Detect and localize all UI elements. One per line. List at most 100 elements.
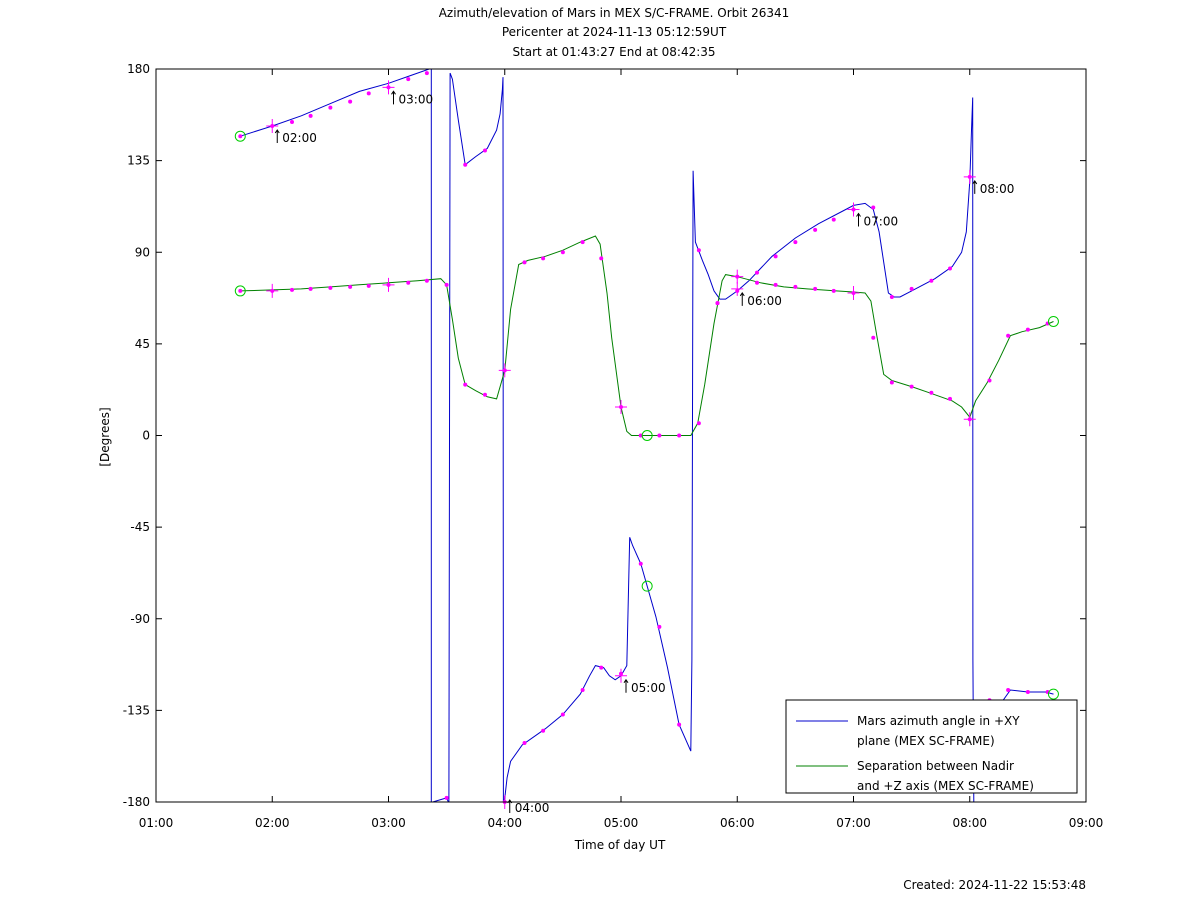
hour-mark	[498, 363, 511, 378]
sample-point	[522, 740, 527, 745]
sample-point	[463, 382, 468, 387]
x-tick-label: 05:00	[604, 816, 639, 830]
hour-annotation-label: 04:00	[515, 801, 550, 815]
chart-title: Azimuth/elevation of Mars in MEX S/C-FRA…	[439, 6, 790, 59]
endpoint-circle	[641, 580, 653, 592]
sample-point	[308, 286, 313, 291]
plot-area: 02:00 03:00 04:00 05:00 06:00 07:00 08:00	[234, 69, 1059, 815]
hour-annotation-label: 08:00	[980, 182, 1015, 196]
sample-point	[773, 254, 778, 259]
x-tick-label: 01:00	[139, 816, 174, 830]
sample-point	[366, 283, 371, 288]
sample-point	[1006, 333, 1011, 338]
sample-point	[308, 113, 313, 118]
sample-point	[947, 266, 952, 271]
sample-point	[238, 288, 243, 293]
hour-annotation-label: 03:00	[399, 92, 434, 106]
sample-point	[657, 624, 662, 629]
legend-label-1: Mars azimuth angle in +XY	[857, 714, 1020, 728]
hour-mark	[963, 412, 976, 427]
sample-point	[424, 278, 429, 283]
sample-point	[909, 286, 914, 291]
legend-label-2: and +Z axis (MEX SC-FRAME)	[857, 779, 1034, 793]
sample-point	[793, 240, 798, 245]
sample-point	[580, 240, 585, 245]
hour-mark	[847, 202, 860, 217]
endpoint-circle	[234, 130, 246, 142]
sample-point	[889, 380, 894, 385]
sample-point	[909, 384, 914, 389]
x-tick-label: 02:00	[255, 816, 290, 830]
hour-annotation-label: 05:00	[631, 681, 666, 695]
sample-point	[328, 285, 333, 290]
sample-point	[599, 256, 604, 261]
sample-point	[793, 284, 798, 289]
sample-point	[290, 287, 295, 292]
chart-title-line-3: Start at 01:43:27 End at 08:42:35	[512, 45, 715, 59]
y-tick-label: 45	[135, 337, 150, 351]
hour-annotation-arrow	[972, 180, 978, 194]
x-tick-label: 09:00	[1069, 816, 1104, 830]
y-tick-label: -45	[130, 520, 150, 534]
hour-annotation-label: 07:00	[864, 214, 899, 228]
series-line-2	[240, 235, 1054, 436]
sample-point	[657, 433, 662, 438]
hour-mark	[615, 668, 627, 683]
sample-point	[696, 421, 701, 426]
legend-label-1: plane (MEX SC-FRAME)	[857, 734, 995, 748]
sample-point	[406, 77, 411, 82]
sample-point	[1006, 688, 1011, 693]
hour-mark	[847, 285, 860, 300]
hour-mark	[266, 119, 279, 134]
x-tick-label: 08:00	[952, 816, 987, 830]
sample-point	[541, 728, 546, 733]
sample-point	[522, 260, 527, 265]
sample-point	[871, 205, 876, 210]
series-line-1	[448, 72, 504, 802]
hour-mark	[731, 269, 744, 284]
chart-title-line-1: Azimuth/elevation of Mars in MEX S/C-FRA…	[439, 6, 790, 20]
sample-point	[580, 688, 585, 693]
sample-point	[929, 390, 934, 395]
sample-point	[773, 282, 778, 287]
hour-mark	[382, 277, 395, 292]
hour-mark	[382, 80, 395, 95]
sample-point	[1025, 690, 1030, 695]
sample-point	[987, 378, 992, 383]
sample-point	[599, 665, 604, 670]
plot-frame	[155, 68, 1087, 803]
sample-point	[677, 433, 682, 438]
sample-point	[755, 280, 760, 285]
endpoint-circle	[234, 285, 246, 297]
sample-point	[871, 335, 876, 340]
sample-point	[463, 162, 468, 167]
sample-point	[560, 712, 565, 717]
hour-mark	[615, 399, 627, 414]
axis-ticks	[155, 68, 1087, 803]
series-markers	[234, 71, 1059, 809]
sample-point	[831, 288, 836, 293]
sample-point	[541, 256, 546, 261]
sample-point	[290, 119, 295, 124]
hour-mark	[731, 281, 744, 296]
hour-annotation-label: 02:00	[282, 131, 317, 145]
x-tick-label: 06:00	[720, 816, 755, 830]
y-tick-label: -90	[130, 612, 150, 626]
legend-label-2: Separation between Nadir	[857, 759, 1014, 773]
sample-point	[929, 278, 934, 283]
sample-point	[238, 134, 243, 139]
endpoint-circle	[1047, 688, 1059, 700]
y-axis-label: [Degrees]	[98, 407, 112, 466]
sample-point	[813, 286, 818, 291]
hour-annotation-arrow	[274, 129, 280, 144]
hour-annotations: 02:00 03:00 04:00 05:00 06:00 07:00 08:00	[274, 90, 1015, 815]
sample-point	[406, 280, 411, 285]
tick-labels: 01:00 02:00 03:00 04:00 05:00 06:00 07:00 08:00…	[123, 62, 1104, 830]
hour-annotation-arrow	[623, 678, 629, 693]
sample-point	[947, 396, 952, 401]
created-timestamp: Created: 2024-11-22 15:53:48	[903, 878, 1086, 892]
series-line-1	[240, 69, 430, 137]
endpoint-circle	[1047, 315, 1059, 327]
x-tick-label: 07:00	[836, 816, 871, 830]
